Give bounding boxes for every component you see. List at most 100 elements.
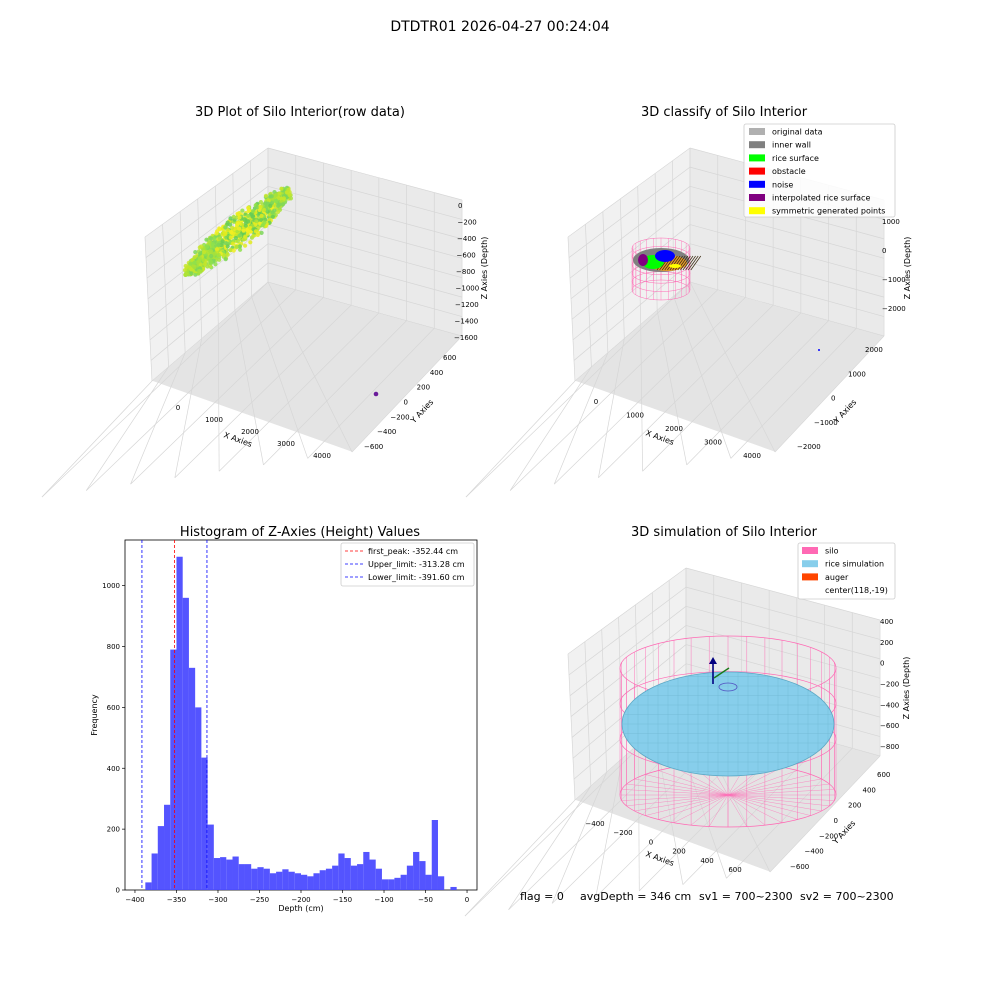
- gridline: [464, 799, 576, 917]
- gridline: [685, 605, 881, 660]
- cloud-point: [201, 250, 207, 255]
- gridline: [689, 224, 885, 279]
- gridline: [150, 262, 269, 361]
- legend-label: noise: [772, 180, 793, 189]
- cloud-point: [246, 205, 251, 210]
- cloud-point: [241, 228, 246, 233]
- z-tick-label: −800: [880, 743, 899, 751]
- gridline: [149, 243, 269, 341]
- gridline: [130, 352, 186, 485]
- cloud-point: [250, 214, 255, 219]
- gridline: [162, 224, 169, 367]
- cloud-point: [225, 220, 230, 225]
- simulation-plot-title: 3D simulation of Silo Interior: [631, 525, 818, 540]
- histogram-bar: [207, 824, 214, 890]
- histogram-bar: [406, 865, 414, 890]
- gridline: [769, 755, 881, 873]
- histogram-bar: [145, 882, 152, 890]
- gridline: [584, 641, 592, 787]
- gridline: [263, 320, 407, 466]
- cloud-point: [228, 216, 233, 221]
- gridline: [567, 147, 691, 238]
- surface-hatch: [682, 255, 694, 271]
- cloud-point: [192, 264, 197, 270]
- x-tick-label: 1000: [626, 412, 644, 420]
- y-tick-label: 200: [107, 826, 120, 834]
- simulation-zlabel: Z Axies (Depth): [902, 657, 911, 720]
- z-tick-label: 0: [880, 660, 884, 668]
- histogram-bars: [145, 556, 457, 890]
- histogram-bar: [307, 876, 314, 890]
- classify-plot-title: 3D classify of Silo Interior: [641, 105, 808, 120]
- legend-label: auger: [825, 573, 849, 582]
- cloud-point: [250, 209, 256, 214]
- surface-hatch: [690, 255, 702, 271]
- histogram-xlabel: Depth (cm): [278, 904, 323, 913]
- y-tick-label: −200: [390, 413, 409, 421]
- raw-point-cloud: [182, 185, 293, 277]
- histogram-bar: [350, 865, 358, 890]
- gridline: [251, 296, 309, 459]
- cloud-point: [223, 225, 228, 230]
- silo-floor-spoke: [621, 794, 729, 801]
- legend-label: obstacle: [772, 167, 806, 176]
- gridline: [551, 771, 608, 904]
- silo-floor-spoke: [727, 794, 811, 816]
- simulation-silo-wireframe: [619, 635, 837, 828]
- x-ticks: −400 −200 0 200 400 600: [585, 820, 741, 874]
- gridline: [585, 224, 592, 367]
- legend-swatch: [749, 194, 765, 201]
- silo-floor-spoke: [727, 794, 830, 807]
- gridline: [568, 166, 691, 258]
- raw-gridlines: [41, 147, 463, 498]
- legend-swatch: [749, 167, 765, 175]
- silo-floor-spoke: [626, 794, 729, 807]
- gridline: [267, 243, 463, 298]
- cloud-point: [217, 226, 222, 231]
- silo-floor-spoke: [673, 767, 729, 796]
- z-tick-label: −400: [880, 701, 899, 709]
- histogram-bar: [251, 868, 258, 890]
- histogram-legend: first_peak: -352.44 cm Upper_limit: -313.…: [340, 542, 475, 587]
- gridline: [685, 644, 881, 699]
- surface-hatch: [687, 255, 699, 271]
- histogram-bar: [394, 877, 401, 890]
- silo-floor-spoke: [727, 794, 822, 812]
- histogram-bar: [338, 853, 345, 890]
- silo-floor-spoke: [645, 794, 729, 816]
- raw-outlier-point: [373, 391, 379, 397]
- cloud-point: [235, 238, 240, 244]
- cloud-point: [258, 218, 264, 223]
- symmetric-highlight: [669, 264, 681, 268]
- status-flag: flag = 0: [520, 890, 564, 903]
- gridline: [654, 173, 658, 311]
- cloud-point: [230, 225, 235, 230]
- cloud-point: [216, 242, 221, 248]
- cloud-point: [270, 214, 275, 219]
- cloud-point: [192, 255, 197, 260]
- gridline: [174, 304, 352, 478]
- histogram-bar: [450, 886, 457, 890]
- histogram-bar: [369, 859, 376, 890]
- z-tick-label: 0: [882, 247, 886, 255]
- legend-label: symmetric generated points: [772, 207, 885, 216]
- histogram-bar: [176, 556, 183, 890]
- x-tick-label: −200: [291, 896, 310, 904]
- gridline: [234, 310, 264, 465]
- z-tick-label: 1000: [882, 218, 900, 226]
- z-tick-label: −400: [457, 235, 476, 243]
- histogram-bar: [288, 871, 295, 890]
- surface-hatch: [680, 255, 691, 271]
- legend-swatch: [749, 180, 765, 188]
- gridline: [267, 281, 463, 337]
- y-tick-label: −400: [377, 428, 396, 436]
- gridline: [570, 625, 687, 717]
- x-tick-label: −100: [374, 896, 393, 904]
- cloud-point: [202, 262, 207, 267]
- histogram-bar: [363, 851, 370, 890]
- y-tick-label: −1000: [814, 419, 838, 427]
- silo-floor-spoke: [727, 783, 830, 796]
- gridline: [574, 281, 691, 382]
- histogram-bar: [269, 873, 277, 890]
